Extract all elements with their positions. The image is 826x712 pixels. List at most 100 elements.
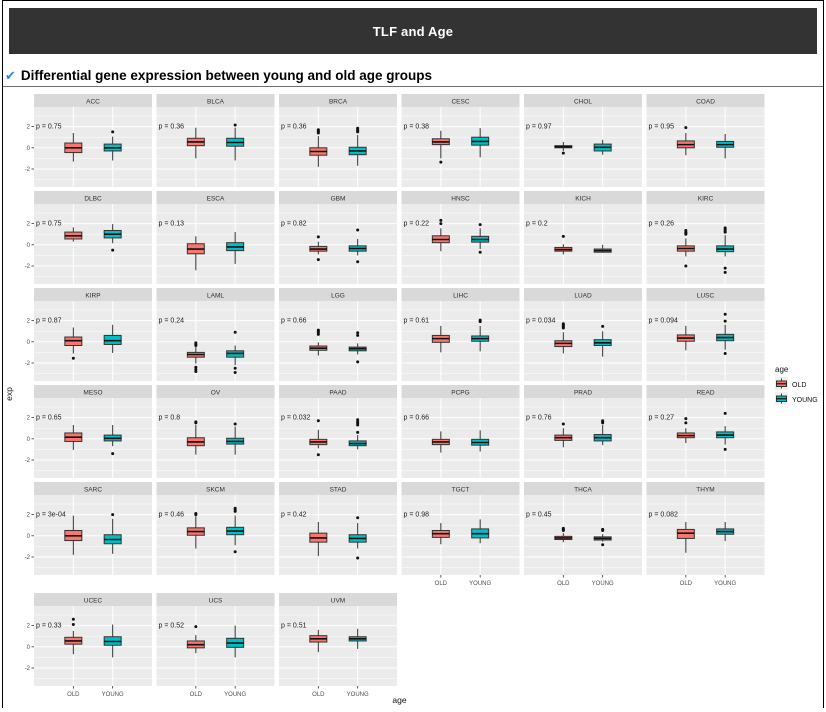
facet-LIHC: LIHC p = 0.61 [401,288,520,381]
p-value-label: p = 0.26 [649,221,675,228]
x-tick-label: YOUNG [347,692,369,698]
facet-panel [646,495,765,575]
outlier-point [723,312,727,316]
facet-BRCA: BRCA p = 0.36 [279,94,397,187]
boxplot-old [309,419,328,457]
outlier-point [478,250,482,254]
facet-title: PCPG [451,390,469,397]
p-value-label: p = 0.82 [281,221,307,228]
facet-strip [646,191,765,204]
outlier-point [601,324,605,328]
y-tick-label: 0 [27,243,31,249]
facet-title: UCS [209,598,223,605]
outlier-point [71,356,75,360]
boxplot-old [64,227,83,242]
facet-BLCA: BLCA p = 0.36 [156,94,275,187]
facet-panel [524,495,642,575]
boxplot-old [676,325,695,351]
boxplot-old [676,228,695,268]
facet-strip [524,385,642,398]
outlier-point [601,543,605,547]
facet-title: HNSC [451,196,470,203]
boxplot-old [554,526,573,543]
outlier-point [723,226,727,230]
facet-strip [524,288,642,301]
facet-panel [401,398,520,478]
p-value-label: p = 0.97 [526,124,552,131]
p-value-label: p = 0.76 [526,415,552,422]
facet-title: LGG [331,293,345,300]
y-tick-label: 2 [27,222,31,228]
boxplot-young [471,430,490,452]
p-value-label: p = 0.094 [649,318,678,325]
boxplot-old [554,234,573,255]
outlier-point [356,333,360,337]
outlier-point [723,270,727,274]
facet-strip [156,593,275,606]
facet-title: DLBC [84,196,102,203]
boxplot-young [103,224,122,252]
facet-strip [646,94,765,107]
p-value-label: p = 0.66 [281,318,307,325]
outlier-point [684,228,688,232]
p-value-label: p = 0.65 [36,415,62,422]
facet-panel [34,398,152,478]
boxplot-young [226,625,245,658]
facet-title: READ [696,390,714,397]
p-value-label: p = 3e-04 [36,512,66,519]
outlier-point [601,527,605,531]
boxplot-old [186,236,205,271]
y-axis-title: exp [4,387,14,401]
outlier-point [316,128,320,132]
y-tick-label: 2 [27,319,31,325]
facet-LUAD: LUAD p = 0.034 [524,288,642,381]
check-icon: ✔ [5,68,16,83]
outlier-point [233,366,237,370]
facet-title: KICH [575,196,591,203]
facet-panel [34,495,152,575]
facet-HNSC: HNSC p = 0.22 [401,191,520,284]
subtitle-text: Differential gene expression between you… [20,68,432,83]
boxplot-old [676,126,695,156]
outlier-point [194,625,198,629]
boxplot-young [471,318,490,352]
facet-COAD: COAD p = 0.95 [646,94,765,187]
facet-panel [646,107,765,187]
facet-title: THCA [574,487,592,494]
outlier-point [561,151,565,155]
outlier-point [684,421,688,425]
facet-title: CHOL [574,99,592,106]
facet-strip [646,385,765,398]
outlier-point [439,218,443,222]
y-tick-label: -2 [25,666,31,672]
boxplot-young [716,226,735,274]
boxplot-young [348,516,367,560]
facet-panel [524,301,642,381]
outlier-point [723,351,727,355]
facet-panel [401,301,520,381]
facet-strip [34,191,152,204]
boxplot-young [348,418,367,450]
boxplot-old [186,420,205,455]
boxplot-old [64,425,83,450]
boxplot-young [103,624,122,658]
facet-panel [34,204,152,284]
boxplot-young [716,522,735,542]
boxplot-old [309,128,328,167]
facet-KIRC: KIRC p = 0.26 [646,191,765,284]
boxplot-young [471,128,490,158]
facet-LGG: LGG p = 0.66 [279,288,397,381]
boxplot-old [431,130,450,164]
facet-panel [401,495,520,575]
x-tick-label: OLD [680,581,693,587]
outlier-point [233,330,237,334]
facet-GBM: GBM p = 0.82 [279,191,397,284]
plot-frame: ACC p = 0.75 2 0 -2 BLCA p = 0.36 BRCA p = 0.36 C… [3,86,823,711]
p-value-label: p = 0.66 [404,415,430,422]
facet-THYM: THYM p = 0.082 OLD YOUNG [646,482,765,587]
facet-panel [34,107,152,187]
outlier-point [723,319,727,323]
outlier-point [356,418,360,422]
facet-strip [34,593,152,606]
facet-panel [156,301,275,381]
